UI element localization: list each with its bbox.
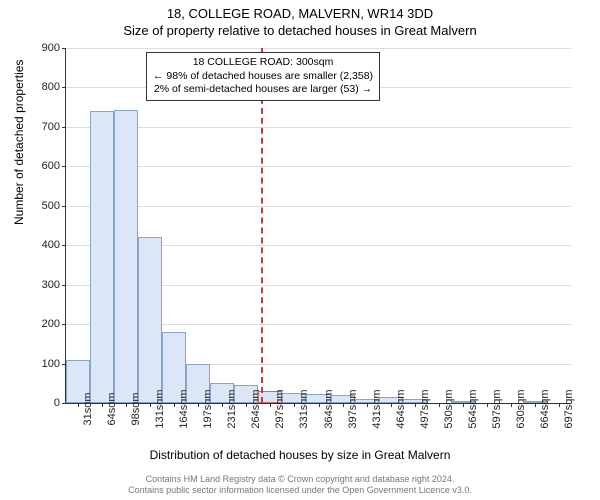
annotation-line2: ← 98% of detached houses are smaller (2,… xyxy=(153,70,373,84)
xtick-mark xyxy=(559,403,560,407)
ytick-label: 600 xyxy=(42,160,60,172)
xtick-mark xyxy=(511,403,512,407)
xtick-label: 497sqm xyxy=(419,389,431,428)
xtick-mark xyxy=(126,403,127,407)
xtick-mark xyxy=(174,403,175,407)
ytick-mark xyxy=(62,403,66,404)
xtick-label: 697sqm xyxy=(563,389,575,428)
ytick-label: 300 xyxy=(42,279,60,291)
xtick-mark xyxy=(367,403,368,407)
xtick-label: 664sqm xyxy=(539,389,551,428)
ytick-label: 800 xyxy=(42,81,60,93)
xtick-mark xyxy=(319,403,320,407)
xtick-mark xyxy=(415,403,416,407)
gridline xyxy=(66,127,571,128)
xtick-mark xyxy=(222,403,223,407)
xtick-label: 397sqm xyxy=(347,389,359,428)
gridline xyxy=(66,166,571,167)
xtick-mark xyxy=(535,403,536,407)
xtick-mark xyxy=(294,403,295,407)
footer-attribution: Contains HM Land Registry data © Crown c… xyxy=(0,474,600,496)
title-address: 18, COLLEGE ROAD, MALVERN, WR14 3DD xyxy=(0,0,600,21)
footer-line2: Contains public sector information licen… xyxy=(0,485,600,496)
ytick-label: 100 xyxy=(42,358,60,370)
annotation-line1: 18 COLLEGE ROAD: 300sqm xyxy=(153,56,373,70)
ytick-mark xyxy=(62,166,66,167)
xtick-mark xyxy=(78,403,79,407)
title-subtitle: Size of property relative to detached ho… xyxy=(0,21,600,38)
xtick-mark xyxy=(463,403,464,407)
histogram-plot: 010020030040050060070080090031sqm64sqm98… xyxy=(65,48,571,404)
xtick-label: 630sqm xyxy=(515,389,527,428)
ytick-mark xyxy=(62,324,66,325)
xtick-mark xyxy=(439,403,440,407)
gridline xyxy=(66,48,571,49)
footer-line1: Contains HM Land Registry data © Crown c… xyxy=(0,474,600,485)
ytick-label: 400 xyxy=(42,239,60,251)
ytick-label: 200 xyxy=(42,318,60,330)
histogram-bar xyxy=(138,237,162,403)
xtick-mark xyxy=(343,403,344,407)
xtick-mark xyxy=(270,403,271,407)
xtick-mark xyxy=(246,403,247,407)
histogram-bar xyxy=(114,110,138,403)
gridline xyxy=(66,206,571,207)
ytick-mark xyxy=(62,206,66,207)
xtick-label: 597sqm xyxy=(491,389,503,428)
x-axis-label: Distribution of detached houses by size … xyxy=(0,448,600,462)
ytick-mark xyxy=(62,48,66,49)
ytick-mark xyxy=(62,245,66,246)
xtick-label: 564sqm xyxy=(467,389,479,428)
xtick-mark xyxy=(391,403,392,407)
ytick-mark xyxy=(62,87,66,88)
xtick-label: 530sqm xyxy=(443,389,455,428)
xtick-mark xyxy=(102,403,103,407)
ytick-label: 900 xyxy=(42,42,60,54)
y-axis-label: Number of detached properties xyxy=(12,60,26,225)
xtick-label: 431sqm xyxy=(371,389,383,428)
ytick-label: 500 xyxy=(42,200,60,212)
annotation-box: 18 COLLEGE ROAD: 300sqm ← 98% of detache… xyxy=(146,52,380,101)
ytick-mark xyxy=(62,127,66,128)
xtick-mark xyxy=(487,403,488,407)
ytick-label: 700 xyxy=(42,121,60,133)
xtick-mark xyxy=(198,403,199,407)
ytick-mark xyxy=(62,285,66,286)
ytick-label: 0 xyxy=(54,397,60,409)
xtick-label: 464sqm xyxy=(395,389,407,428)
annotation-line3: 2% of semi-detached houses are larger (5… xyxy=(153,83,373,97)
xtick-mark xyxy=(150,403,151,407)
marker-line xyxy=(261,48,263,403)
histogram-bar xyxy=(90,111,114,403)
